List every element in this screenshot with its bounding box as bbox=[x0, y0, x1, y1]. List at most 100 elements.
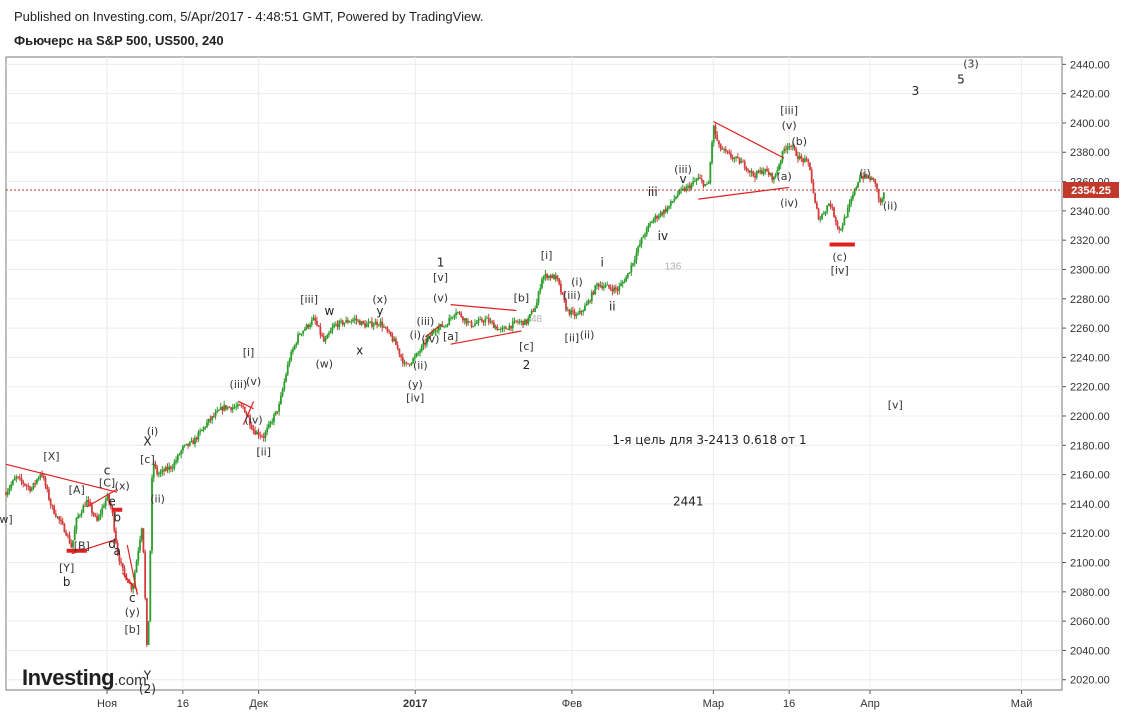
candle-body bbox=[329, 330, 332, 334]
candle-body bbox=[718, 140, 720, 145]
candle-body bbox=[472, 325, 475, 327]
candle-body bbox=[352, 319, 354, 322]
candle-body bbox=[228, 406, 231, 408]
candle-body bbox=[11, 480, 14, 485]
candle-body bbox=[285, 374, 287, 382]
candle-body bbox=[267, 423, 270, 428]
x-tick-label: Фев bbox=[562, 698, 582, 710]
candle-body bbox=[376, 321, 378, 326]
candle-body bbox=[364, 323, 366, 328]
candle-body bbox=[82, 505, 85, 513]
candle-body bbox=[410, 362, 413, 365]
y-tick-label: 2140.00 bbox=[1070, 499, 1110, 511]
candle-body bbox=[453, 315, 456, 318]
candle-body bbox=[298, 334, 301, 335]
wave-label: 1 bbox=[437, 256, 445, 270]
candle-body bbox=[494, 326, 497, 329]
time-axis: Ноя 16 Дек 2017 Фев Мар 16 Апр Май bbox=[97, 690, 1032, 710]
candle-body bbox=[656, 215, 658, 219]
candle-body bbox=[733, 158, 736, 159]
candle-body bbox=[505, 327, 507, 329]
candle-body bbox=[845, 217, 847, 218]
y-tick-label: 2440.00 bbox=[1070, 59, 1110, 71]
candle-body bbox=[75, 517, 78, 530]
candle-body bbox=[288, 360, 291, 365]
candle-body bbox=[690, 183, 693, 189]
candle-body bbox=[793, 146, 796, 149]
candle-body bbox=[66, 535, 69, 537]
candle-body bbox=[881, 199, 884, 203]
candle-body bbox=[511, 321, 514, 329]
faint-label: 136 bbox=[665, 261, 682, 272]
candle-body bbox=[32, 482, 35, 489]
candle-body bbox=[858, 177, 861, 183]
candle-body bbox=[865, 174, 868, 178]
last-price: 2354.25 bbox=[6, 181, 1119, 198]
candle-body bbox=[371, 321, 373, 327]
candle-body bbox=[154, 463, 157, 467]
candle-body bbox=[240, 405, 243, 407]
candle-body bbox=[513, 320, 516, 322]
candle-body bbox=[432, 331, 435, 333]
candle-body bbox=[630, 265, 633, 273]
candle-body bbox=[869, 177, 872, 181]
candle-body bbox=[745, 167, 748, 171]
y-tick-label: 2400.00 bbox=[1070, 118, 1110, 130]
candle-body bbox=[503, 327, 506, 329]
candle-body bbox=[290, 351, 293, 361]
candle-body bbox=[353, 318, 356, 320]
candle-body bbox=[724, 149, 727, 152]
candle-body bbox=[185, 443, 188, 445]
candle-body bbox=[762, 171, 765, 174]
candle-body bbox=[204, 427, 207, 428]
candle-body bbox=[281, 389, 284, 396]
chart-note: 2441 bbox=[673, 494, 704, 508]
candle-body bbox=[841, 225, 844, 230]
candle-body bbox=[697, 177, 700, 180]
candle-body bbox=[434, 330, 437, 332]
candle-body bbox=[582, 310, 585, 312]
candle-body bbox=[834, 216, 837, 222]
candle-body bbox=[202, 427, 205, 430]
y-tick-label: 2200.00 bbox=[1070, 411, 1110, 423]
candle-body bbox=[25, 485, 28, 487]
candle-body bbox=[462, 316, 464, 321]
candle-body bbox=[116, 543, 119, 555]
candle-body bbox=[180, 450, 183, 455]
candle-body bbox=[450, 317, 452, 319]
candle-body bbox=[92, 512, 95, 516]
candle-body bbox=[106, 494, 109, 501]
wave-label: b bbox=[63, 575, 71, 589]
candle-body bbox=[534, 308, 537, 312]
candle-body bbox=[726, 151, 729, 153]
candle-body bbox=[424, 342, 427, 345]
candle-body bbox=[212, 416, 215, 417]
candle-body bbox=[621, 281, 624, 284]
candle-body bbox=[510, 325, 512, 329]
candle-body bbox=[80, 512, 83, 515]
candle-body bbox=[827, 203, 830, 206]
candle-body bbox=[183, 444, 186, 447]
candles bbox=[5, 123, 885, 647]
candle-body bbox=[728, 152, 731, 154]
candle-body bbox=[651, 221, 653, 224]
candle-body bbox=[405, 362, 408, 364]
wave-label: (2) bbox=[139, 682, 156, 696]
candle-body bbox=[321, 334, 323, 337]
candle-body bbox=[774, 174, 777, 177]
candle-body bbox=[443, 326, 445, 327]
candle-body bbox=[164, 467, 167, 472]
candle-body bbox=[693, 180, 696, 182]
candle-body bbox=[120, 561, 122, 564]
candle-body bbox=[852, 195, 854, 199]
wave-label: (a) bbox=[776, 170, 791, 183]
candle-body bbox=[731, 157, 734, 159]
candle-body bbox=[149, 550, 152, 622]
candle-body bbox=[702, 180, 705, 187]
wave-label: c bbox=[129, 591, 136, 605]
candle-body bbox=[436, 330, 439, 332]
candle-body bbox=[365, 324, 368, 328]
candle-body bbox=[736, 156, 739, 158]
candle-body bbox=[70, 543, 73, 548]
